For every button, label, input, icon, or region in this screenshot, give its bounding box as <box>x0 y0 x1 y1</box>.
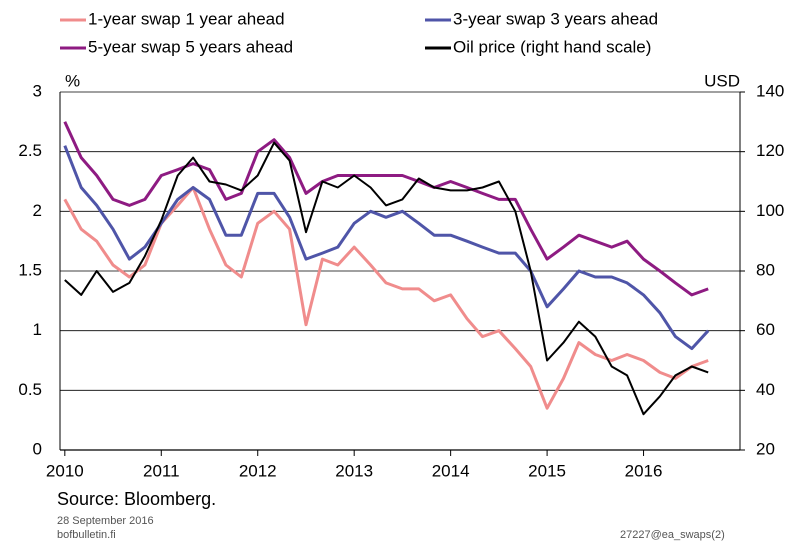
series-line <box>63 121 709 297</box>
series-line <box>63 186 709 410</box>
y2-tick-label: 100 <box>756 201 784 220</box>
y2-tick-label: 140 <box>756 81 784 100</box>
x-tick-label: 2013 <box>335 461 373 480</box>
x-tick-label: 2010 <box>46 461 84 480</box>
x-tick-label: 2012 <box>239 461 277 480</box>
y-tick-label: 1 <box>33 320 42 339</box>
y-tick-label: 1.5 <box>18 260 42 279</box>
y-axis-label: % <box>65 71 80 90</box>
x-tick-label: 2016 <box>625 461 663 480</box>
source: Source: Bloomberg. <box>57 489 216 509</box>
series-line <box>63 145 710 351</box>
site: bofbulletin.fi <box>57 529 116 541</box>
y-tick-label: 2.5 <box>18 141 42 160</box>
legend-label: 1-year swap 1 year ahead <box>88 9 285 28</box>
series-line <box>64 141 709 416</box>
legend-label: 3-year swap 3 years ahead <box>453 9 658 28</box>
code: 27227@ea_swaps(2) <box>620 529 725 541</box>
y-tick-label: 2 <box>33 201 42 220</box>
y2-tick-label: 120 <box>756 141 784 160</box>
y-tick-label: 0.5 <box>18 380 42 399</box>
x-tick-label: 2014 <box>432 461 470 480</box>
y2-tick-label: 80 <box>756 260 775 279</box>
legend-label: Oil price (right hand scale) <box>453 37 651 56</box>
y2-axis-label: USD <box>704 71 740 90</box>
legend-label: 5-year swap 5 years ahead <box>88 37 293 56</box>
y2-tick-label: 40 <box>756 380 775 399</box>
date: 28 September 2016 <box>57 515 154 527</box>
x-tick-label: 2011 <box>143 461 180 480</box>
x-tick-label: 2015 <box>528 461 566 480</box>
y-tick-label: 3 <box>33 81 42 100</box>
y-tick-label: 0 <box>33 439 42 458</box>
y2-tick-label: 60 <box>756 320 775 339</box>
y2-tick-label: 20 <box>756 439 775 458</box>
